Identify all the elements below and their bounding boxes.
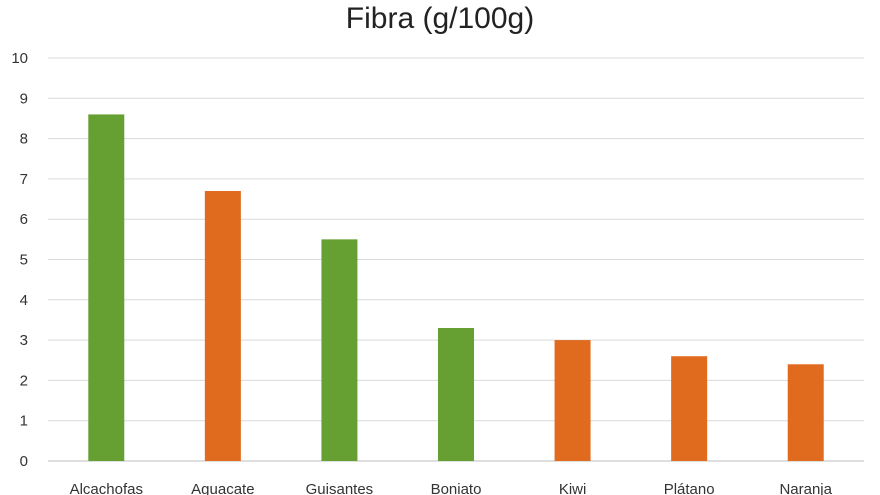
y-tick-label: 9 xyxy=(20,90,28,107)
x-tick-label: Plátano xyxy=(664,481,715,495)
y-tick-label: 8 xyxy=(20,131,28,148)
chart-title: Fibra (g/100g) xyxy=(345,2,535,35)
x-tick-label: Naranja xyxy=(779,481,832,495)
x-tick-label: Boniato xyxy=(431,481,482,495)
bars xyxy=(88,114,824,462)
x-axis-ticks: Alcachofas Aguacate Guisantes Boniato Kiwi Pl… xyxy=(70,481,833,495)
bar-plátano xyxy=(671,356,708,461)
y-tick-label: 4 xyxy=(20,292,28,309)
x-tick-label: Aguacate xyxy=(191,481,254,495)
bar-kiwi xyxy=(554,340,591,461)
y-tick-label: 3 xyxy=(20,332,28,349)
y-tick-label: 7 xyxy=(20,171,28,188)
y-tick-label: 2 xyxy=(20,372,28,389)
y-tick-label: 5 xyxy=(20,252,28,269)
y-tick-label: 0 xyxy=(20,453,28,470)
x-tick-label: Kiwi xyxy=(559,481,587,495)
y-tick-label: 6 xyxy=(20,211,28,228)
bar-guisantes xyxy=(321,239,358,461)
x-tick-label: Alcachofas xyxy=(70,481,143,495)
y-axis-ticks: 0 1 2 3 4 5 6 7 8 9 10 xyxy=(11,50,28,470)
bar-boniato xyxy=(438,328,474,461)
bar-alcachofas xyxy=(88,114,125,462)
y-tick-label: 10 xyxy=(11,50,28,67)
bar-aguacate xyxy=(204,190,241,462)
x-tick-label: Guisantes xyxy=(306,481,374,495)
bar-naranja xyxy=(787,364,824,461)
y-tick-label: 1 xyxy=(20,413,28,430)
